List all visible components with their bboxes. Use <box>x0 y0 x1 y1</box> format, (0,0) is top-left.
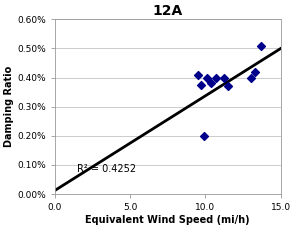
Title: 12A: 12A <box>153 4 183 18</box>
Point <box>214 76 218 79</box>
Point <box>199 83 203 87</box>
Point <box>221 76 226 79</box>
Y-axis label: Damping Ratio: Damping Ratio <box>4 66 14 147</box>
Point <box>253 70 258 74</box>
Point <box>209 82 214 85</box>
Point <box>259 44 263 47</box>
Point <box>201 134 206 138</box>
Point <box>226 85 230 88</box>
Point <box>248 76 253 79</box>
Text: R² = 0.4252: R² = 0.4252 <box>77 164 137 174</box>
X-axis label: Equivalent Wind Speed (mi/h): Equivalent Wind Speed (mi/h) <box>86 215 250 225</box>
Point <box>196 73 200 76</box>
Point <box>204 76 209 79</box>
